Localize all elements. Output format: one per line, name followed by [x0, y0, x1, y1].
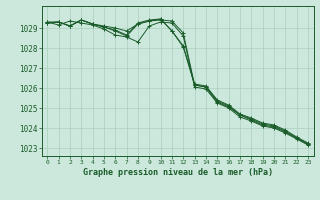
X-axis label: Graphe pression niveau de la mer (hPa): Graphe pression niveau de la mer (hPa): [83, 168, 273, 177]
